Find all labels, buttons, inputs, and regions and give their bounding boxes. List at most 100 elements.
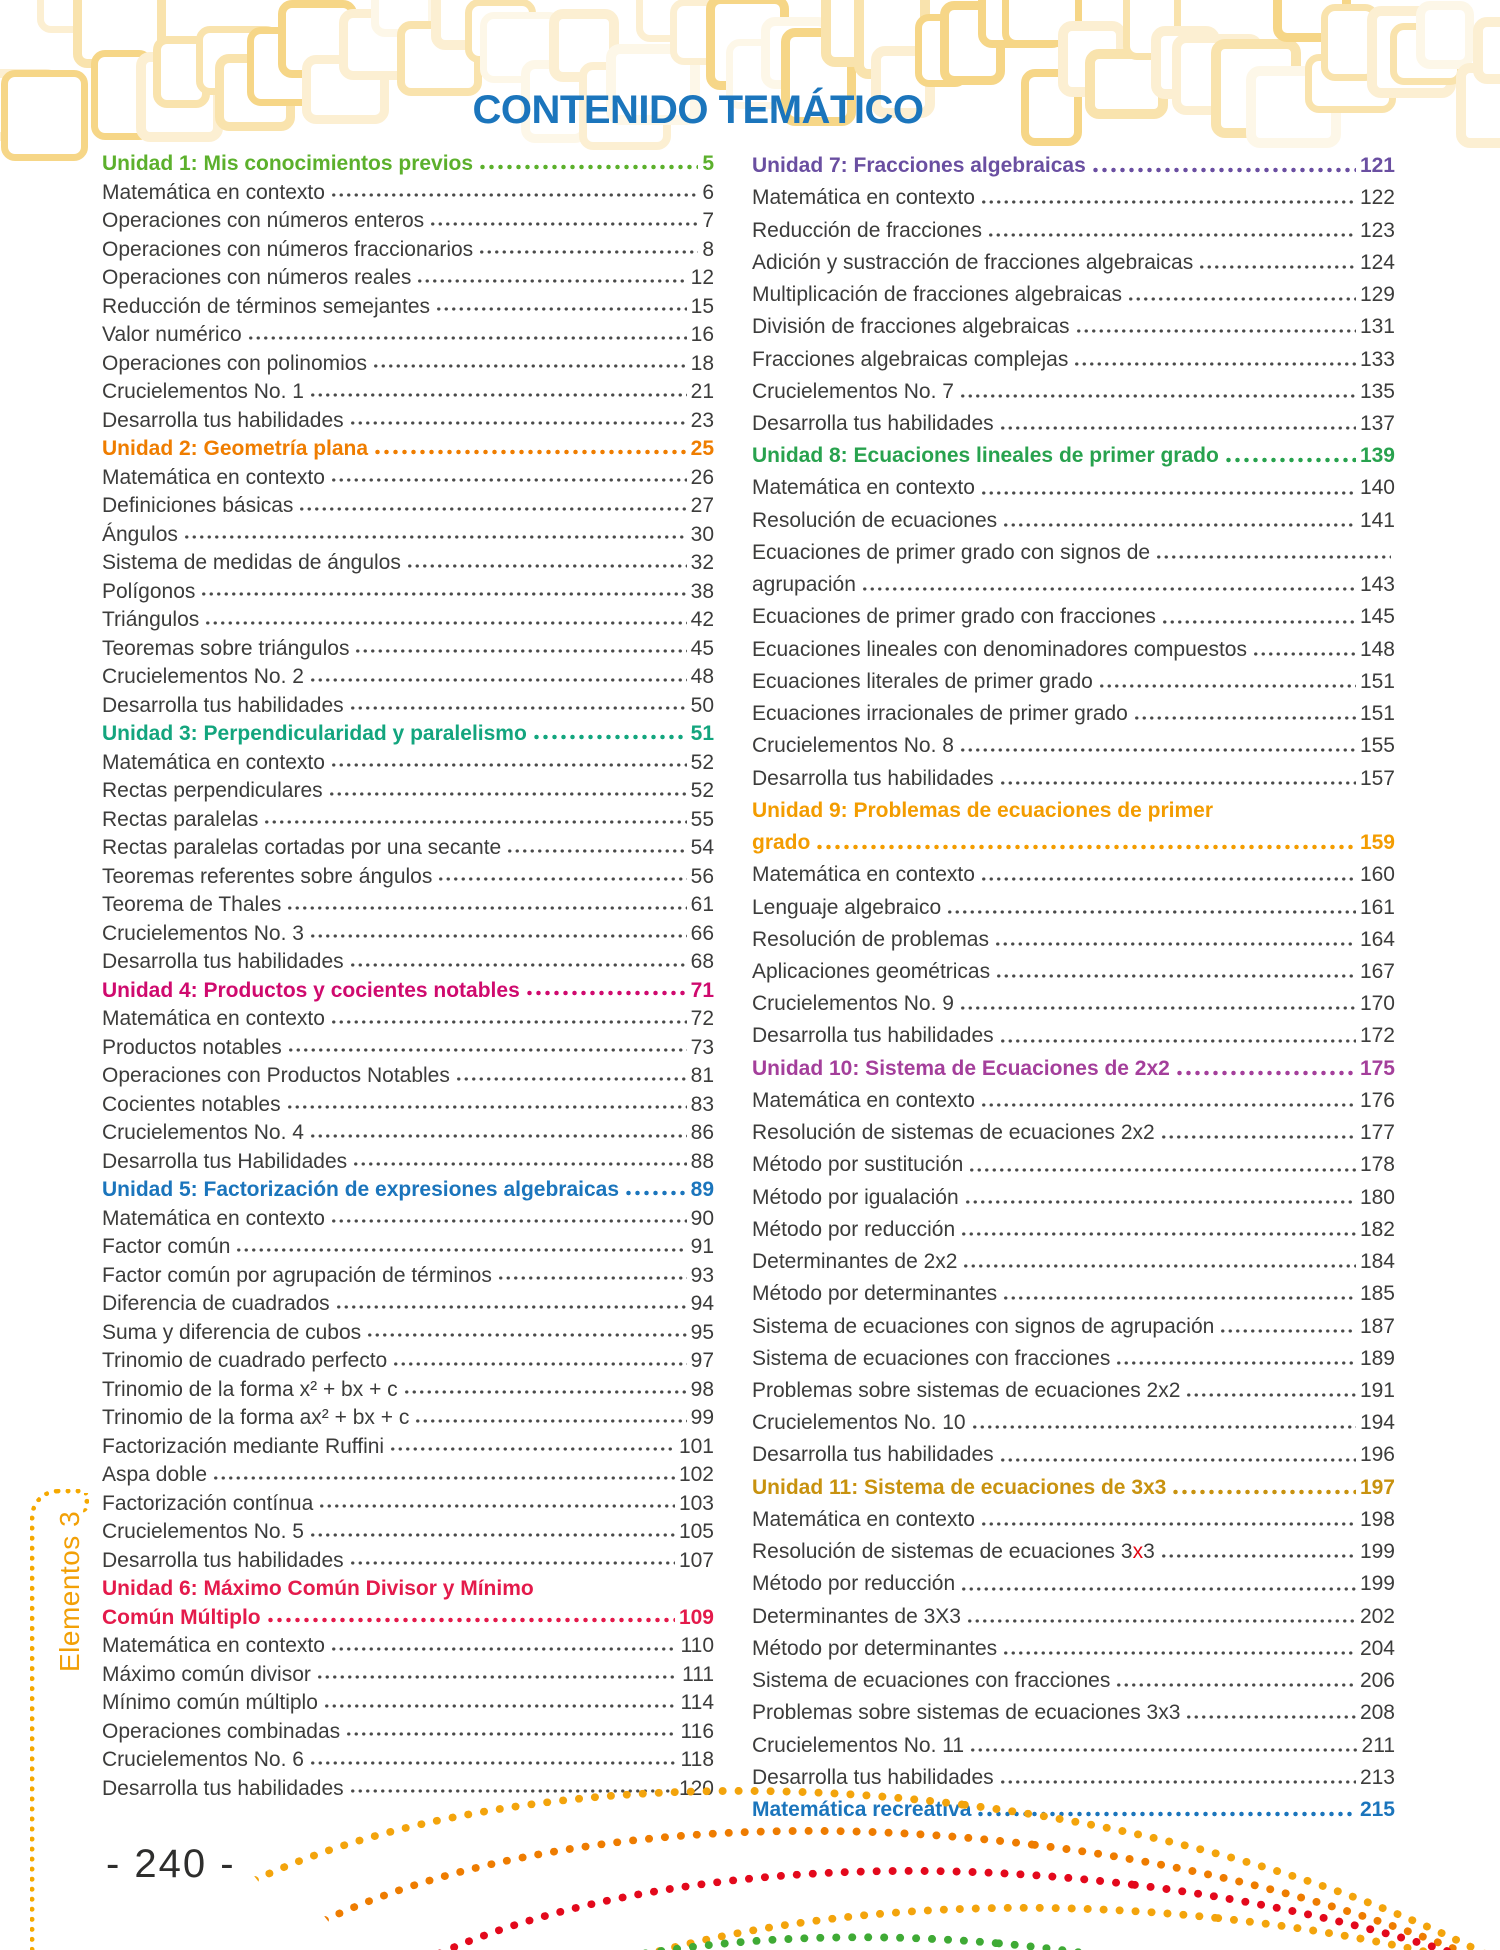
page-ref: 170 [1359, 992, 1395, 1016]
page-ref: 198 [1359, 1507, 1395, 1531]
page-ref: 172 [1359, 1024, 1395, 1048]
page-ref: 42 [690, 608, 714, 632]
toc-entry-title: Trinomio de la forma x² + bx + c [102, 1377, 398, 1401]
edition-side-label: Elementos 3 [54, 1510, 85, 1672]
deco-rounded-square [1472, 17, 1500, 85]
dot-leader [402, 1375, 687, 1404]
toc-entry-title: Desarrolla tus habilidades [752, 766, 994, 790]
dot-leader [1073, 343, 1356, 376]
dot-leader [308, 663, 687, 692]
toc-entry-title: Unidad 4: Productos y cocientes notables [102, 978, 520, 1002]
page-ref: 5 [702, 152, 714, 176]
page-ref: 6 [702, 180, 714, 204]
toc-entry: Cocientes notables 83 [102, 1090, 714, 1119]
page-ref: 199 [1359, 1540, 1395, 1564]
toc-entry: Método por reducción 182 [752, 1213, 1395, 1246]
dot-leader [437, 862, 687, 891]
page-ref: 116 [680, 1719, 714, 1743]
dot-leader [1159, 1117, 1356, 1150]
toc-entry: Matemática en contexto 52 [102, 748, 714, 777]
toc-entry-title: Resolución de sistemas de ecuaciones 3x3 [752, 1540, 1155, 1564]
toc-entry-title: Crucielementos No. 6 [102, 1748, 304, 1772]
toc-entry: Reducción de fracciones 123 [752, 214, 1395, 247]
toc-entry-title: Rectas paralelas [102, 807, 259, 831]
page-ref: 151 [1359, 702, 1395, 726]
toc-entry-title: Rectas perpendiculares [102, 779, 323, 803]
dot-leader [246, 321, 687, 350]
toc-entry: Desarrolla tus Habilidades 88 [102, 1147, 714, 1176]
deco-rounded-square [1415, 0, 1475, 69]
toc-entry: Desarrolla tus habilidades 107 [102, 1546, 714, 1575]
page-ref: 175 [1359, 1056, 1395, 1080]
toc-entry-title: Crucielementos No. 10 [752, 1411, 966, 1435]
toc-entry-title: Matemática en contexto [102, 1634, 325, 1658]
page-ref: 89 [690, 1178, 714, 1202]
dot-leader [371, 349, 687, 378]
dot-leader [212, 1461, 675, 1490]
page-ref: 135 [1359, 379, 1395, 403]
toc-entry-title: Definiciones básicas [102, 494, 294, 518]
page-ref: 123 [1359, 218, 1395, 242]
page-ref: 93 [690, 1263, 714, 1287]
left-margin-dotted-guide [30, 1489, 81, 1950]
page-ref: 107 [678, 1548, 714, 1572]
dot-leader [348, 1774, 675, 1803]
page-ref: 118 [680, 1748, 714, 1772]
dot-leader [524, 976, 687, 1005]
page-ref: 99 [690, 1406, 714, 1430]
toc-entry: Operaciones con polinomios 18 [102, 349, 714, 378]
dot-leader [1159, 1536, 1356, 1569]
toc-entry-title: Desarrolla tus Habilidades [102, 1149, 348, 1173]
toc-entry: Crucielementos No. 1 21 [102, 378, 714, 407]
page-ref: 140 [1359, 476, 1395, 500]
dot-leader [1097, 665, 1356, 698]
toc-entry: Factorización mediante Ruffini 101 [102, 1432, 714, 1461]
page-ref: 12 [690, 266, 714, 290]
dot-leader [327, 777, 687, 806]
dot-leader [979, 859, 1356, 892]
page-ref: 72 [690, 1007, 714, 1031]
dot-leader [348, 691, 687, 720]
toc-entry-title: Operaciones con números reales [102, 266, 412, 290]
dot-leader [1198, 246, 1356, 279]
toc-entry: Operaciones con números reales 12 [102, 264, 714, 293]
toc-entry: Resolución de problemas 164 [752, 923, 1395, 956]
dot-leader [454, 1062, 687, 1091]
page-ref: 91 [690, 1235, 714, 1259]
toc-entry-title: Resolución de sistemas de ecuaciones 2x2 [752, 1121, 1155, 1145]
page-ref: 143 [1359, 573, 1395, 597]
page-ref: 208 [1359, 1701, 1395, 1725]
toc-entry-title: Matemática en contexto [752, 1507, 975, 1531]
toc-entry-title: Ángulos [102, 522, 178, 546]
toc-entry: Multiplicación de fracciones algebraicas… [752, 278, 1395, 312]
toc-entry-title: Problemas sobre sistemas de ecuaciones 2… [752, 1379, 1181, 1403]
toc-entry: Resolución de ecuaciones 141 [752, 504, 1395, 537]
dot-leader [200, 577, 687, 606]
toc-entry: Crucielementos No. 7 135 [752, 375, 1395, 408]
toc-entry: Operaciones combinadas 116 [102, 1717, 714, 1746]
page-ref: 114 [680, 1691, 714, 1715]
toc-entry: Reducción de términos semejantes 15 [102, 292, 714, 321]
dot-leader [315, 1660, 679, 1689]
dot-leader [308, 1746, 677, 1775]
toc-entry: Rectas paralelas 55 [102, 805, 714, 834]
dot-leader [958, 375, 1356, 408]
dot-leader [860, 569, 1356, 602]
page-ref: 26 [690, 465, 714, 489]
dot-leader [1160, 601, 1356, 634]
toc-entry-title: Desarrolla tus habilidades [102, 950, 344, 974]
toc-entry: Ángulos 30 [102, 520, 714, 549]
dot-leader [405, 549, 687, 578]
toc-entry: Productos notables 73 [102, 1033, 714, 1062]
dot-leader [318, 1489, 675, 1518]
page-ref: 137 [1359, 411, 1395, 435]
toc-entry-title: Factorización contínua [102, 1491, 314, 1515]
toc-entry-title: Desarrolla tus habilidades [752, 1765, 994, 1789]
toc-entry-title: Unidad 10: Sistema de Ecuaciones de 2x2 [752, 1056, 1170, 1080]
toc-entry-title: Triángulos [102, 608, 200, 632]
dot-leader [373, 435, 687, 464]
page-ref: 88 [690, 1149, 714, 1173]
dot-leader [979, 472, 1356, 505]
toc-unit-heading: Unidad 4: Productos y cocientes notables… [102, 976, 714, 1005]
toc-entry: Matemática en contexto 160 [752, 859, 1395, 892]
